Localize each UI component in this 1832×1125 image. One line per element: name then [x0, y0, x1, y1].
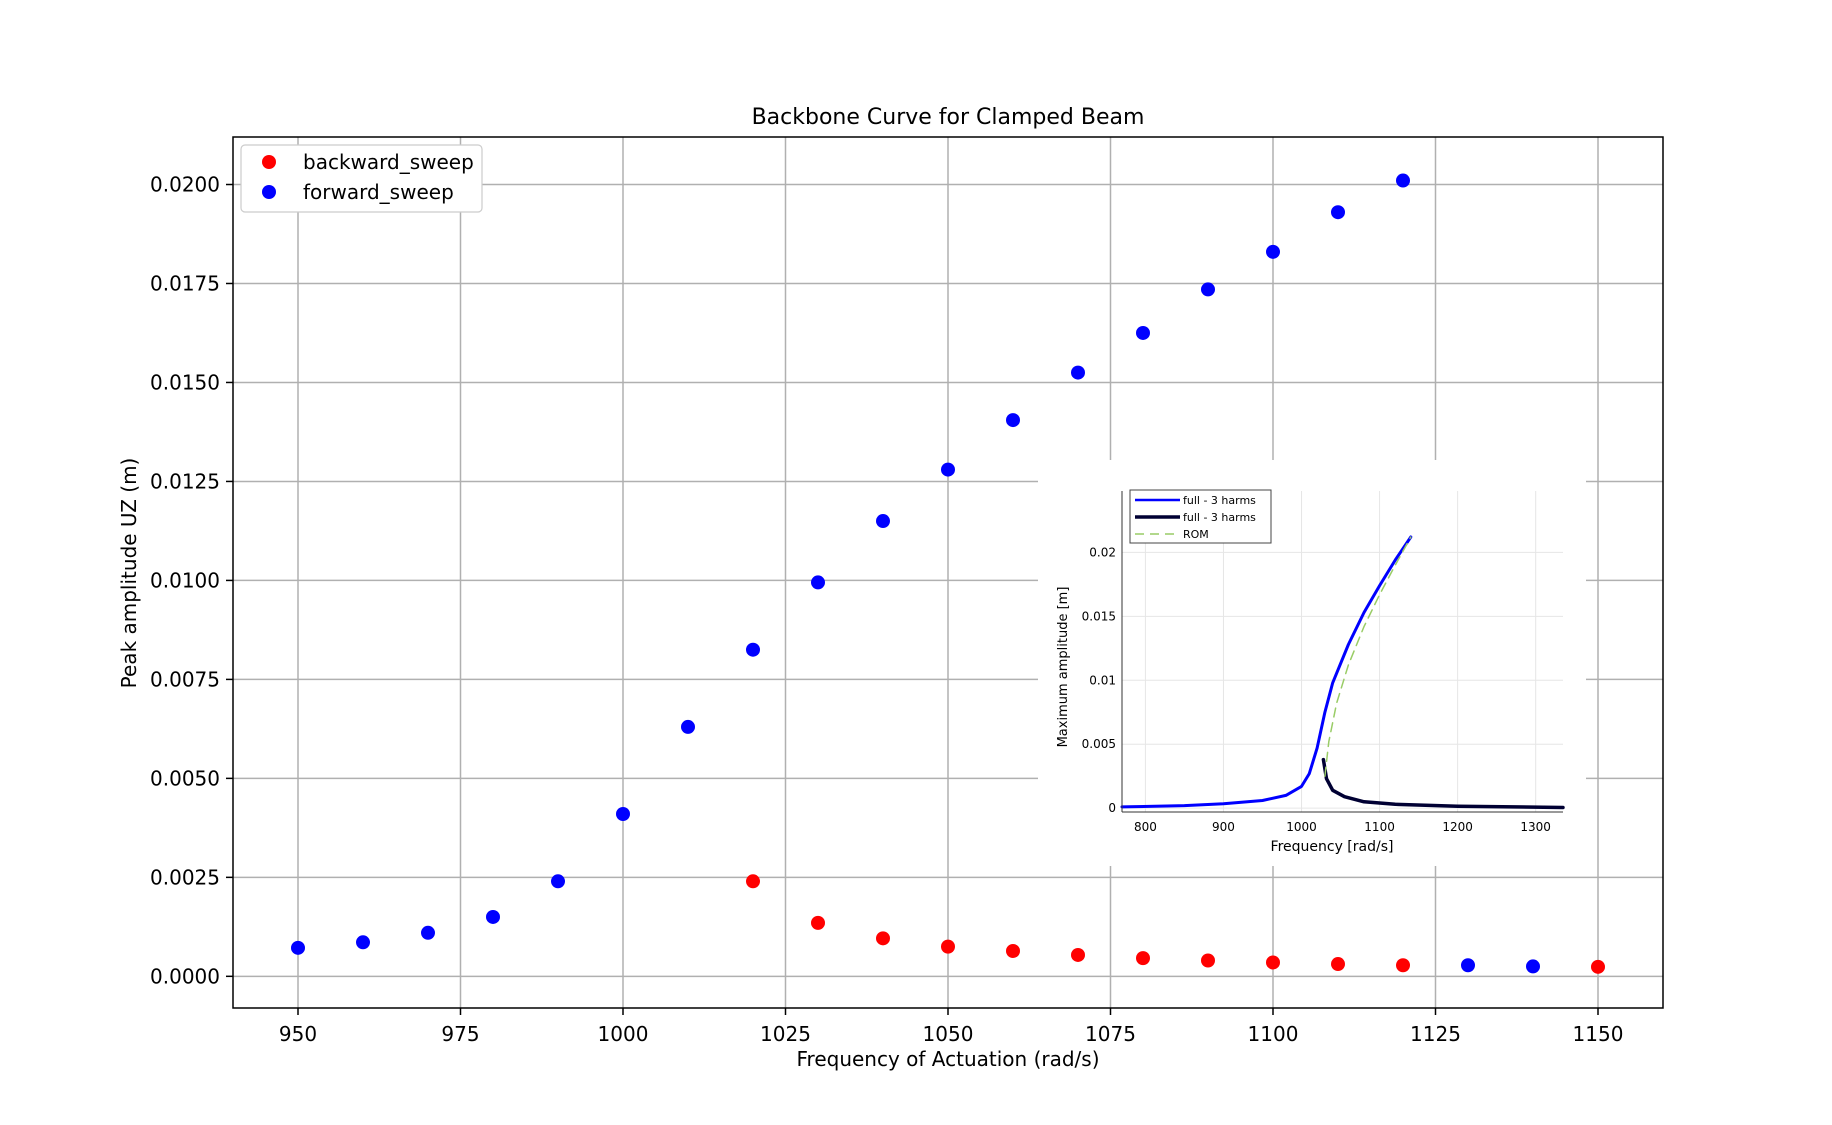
- data-point-backward-sweep: [1331, 957, 1345, 972]
- main-x-tick-label: 975: [441, 1022, 479, 1046]
- main-x-tick-label: 1125: [1410, 1022, 1461, 1046]
- data-point-backward-sweep: [1266, 955, 1280, 970]
- inset-line-full-3-harms-1: [1321, 757, 1565, 810]
- inset-y-tick-label: 0.01: [1089, 673, 1116, 687]
- data-point-forward-sweep: [1461, 958, 1475, 973]
- data-point-forward-sweep: [1266, 244, 1280, 259]
- inset-line-full-3-harms-0: [1120, 535, 1413, 809]
- inset-x-tick-label: 800: [1134, 820, 1157, 834]
- inset-y-tick-label: 0.005: [1082, 737, 1116, 751]
- legend-marker-forward-sweep: [262, 185, 276, 199]
- inset-line-rom-2: [1324, 536, 1412, 777]
- main-legend: backward_sweep forward_sweep: [240, 144, 483, 213]
- main-y-tick-label: 0.0050: [150, 766, 220, 790]
- data-point-forward-sweep: [681, 719, 695, 734]
- data-point-backward-sweep: [941, 939, 955, 954]
- main-y-tick-label: 0.0125: [150, 469, 220, 493]
- inset-legend-label-full-dark: full - 3 harms: [1183, 511, 1256, 524]
- data-point-forward-sweep: [941, 462, 955, 477]
- legend-label-backward-sweep: backward_sweep: [303, 150, 474, 174]
- data-point-backward-sweep: [746, 874, 760, 889]
- main-chart-title: Backbone Curve for Clamped Beam: [752, 105, 1145, 130]
- main-y-tick-label: 0.0150: [150, 370, 220, 394]
- inset-x-tick-label: 1100: [1364, 820, 1395, 834]
- inset-x-tick-label: 1300: [1520, 820, 1551, 834]
- main-x-tick-label: 1050: [923, 1022, 974, 1046]
- main-y-tick-label: 0.0025: [150, 865, 220, 889]
- data-point-forward-sweep: [486, 909, 500, 924]
- main-legend-box: [240, 144, 483, 213]
- data-point-backward-sweep: [1071, 947, 1085, 962]
- data-point-forward-sweep: [746, 642, 760, 657]
- legend-marker-backward-sweep: [262, 155, 276, 169]
- inset-x-tick-label: 900: [1212, 820, 1235, 834]
- main-data-points: [291, 173, 1605, 974]
- main-chart: 950 975 1000 1025 1050 1075 1100 1125 1150 0.0000…: [117, 105, 1664, 1071]
- inset-axis-ticks: 800 900 1000 1100 1200 1300 0 0.005 0.01 0.015 0.0…: [1082, 545, 1551, 834]
- data-point-backward-sweep: [876, 931, 890, 946]
- inset-y-tick-label: 0: [1108, 801, 1116, 815]
- inset-legend: full - 3 harms full - 3 harms ROM: [1129, 489, 1272, 544]
- data-point-forward-sweep: [1331, 205, 1345, 220]
- data-point-forward-sweep: [1136, 325, 1150, 340]
- inset-legend-label-rom: ROM: [1183, 528, 1209, 541]
- main-x-axis-label: Frequency of Actuation (rad/s): [796, 1047, 1099, 1071]
- inset-y-tick-label: 0.015: [1082, 609, 1116, 623]
- main-x-tick-label: 1150: [1573, 1022, 1624, 1046]
- data-point-forward-sweep: [876, 514, 890, 529]
- main-y-tick-label: 0.0100: [150, 568, 220, 592]
- data-point-forward-sweep: [811, 575, 825, 590]
- inset-background: [1038, 460, 1586, 866]
- main-x-tick-label: 1025: [760, 1022, 811, 1046]
- main-y-tick-label: 0.0200: [150, 173, 220, 197]
- inset-x-tick-label: 1000: [1286, 820, 1317, 834]
- main-x-tick-label: 950: [279, 1022, 317, 1046]
- main-y-axis-label: Peak amplitude UZ (m): [117, 458, 141, 689]
- inset-lines: [1120, 535, 1565, 810]
- main-x-tick-label: 1000: [598, 1022, 649, 1046]
- main-grid: [233, 137, 1663, 1008]
- inset-figure: 800 900 1000 1100 1200 1300 0 0.005 0.01 0.015 0.0…: [1038, 460, 1586, 866]
- data-point-forward-sweep: [291, 940, 305, 955]
- main-y-tick-label: 0.0075: [150, 667, 220, 691]
- main-x-tick-label: 1100: [1248, 1022, 1299, 1046]
- data-point-backward-sweep: [1396, 958, 1410, 973]
- data-point-forward-sweep: [1006, 413, 1020, 428]
- data-point-forward-sweep: [551, 874, 565, 889]
- data-point-forward-sweep: [421, 925, 435, 940]
- data-point-backward-sweep: [1591, 959, 1605, 974]
- data-point-forward-sweep: [1526, 959, 1540, 974]
- data-point-backward-sweep: [1201, 953, 1215, 968]
- data-point-backward-sweep: [1136, 951, 1150, 966]
- inset-legend-label-full-blue: full - 3 harms: [1183, 494, 1256, 507]
- inset-y-axis-label: Maximum amplitude [m]: [1056, 587, 1071, 748]
- data-point-forward-sweep: [1396, 173, 1410, 188]
- inset-x-tick-label: 1200: [1442, 820, 1473, 834]
- data-point-backward-sweep: [811, 915, 825, 930]
- data-point-forward-sweep: [1071, 365, 1085, 380]
- inset-x-axis-label: Frequency [rad/s]: [1271, 839, 1394, 855]
- data-point-backward-sweep: [1006, 943, 1020, 958]
- legend-label-forward-sweep: forward_sweep: [303, 180, 454, 204]
- inset-axes: [1121, 491, 1563, 813]
- main-y-tick-label: 0.0000: [150, 964, 220, 988]
- data-point-forward-sweep: [356, 935, 370, 950]
- main-y-tick-label: 0.0175: [150, 271, 220, 295]
- main-axis-ticks: 950 975 1000 1025 1050 1075 1100 1125 1150 0.0000…: [150, 173, 1623, 1046]
- inset-grid: [1122, 491, 1563, 812]
- data-point-forward-sweep: [1201, 282, 1215, 297]
- inset-y-tick-label: 0.02: [1089, 545, 1116, 559]
- main-x-tick-label: 1075: [1085, 1022, 1136, 1046]
- data-point-forward-sweep: [616, 807, 630, 822]
